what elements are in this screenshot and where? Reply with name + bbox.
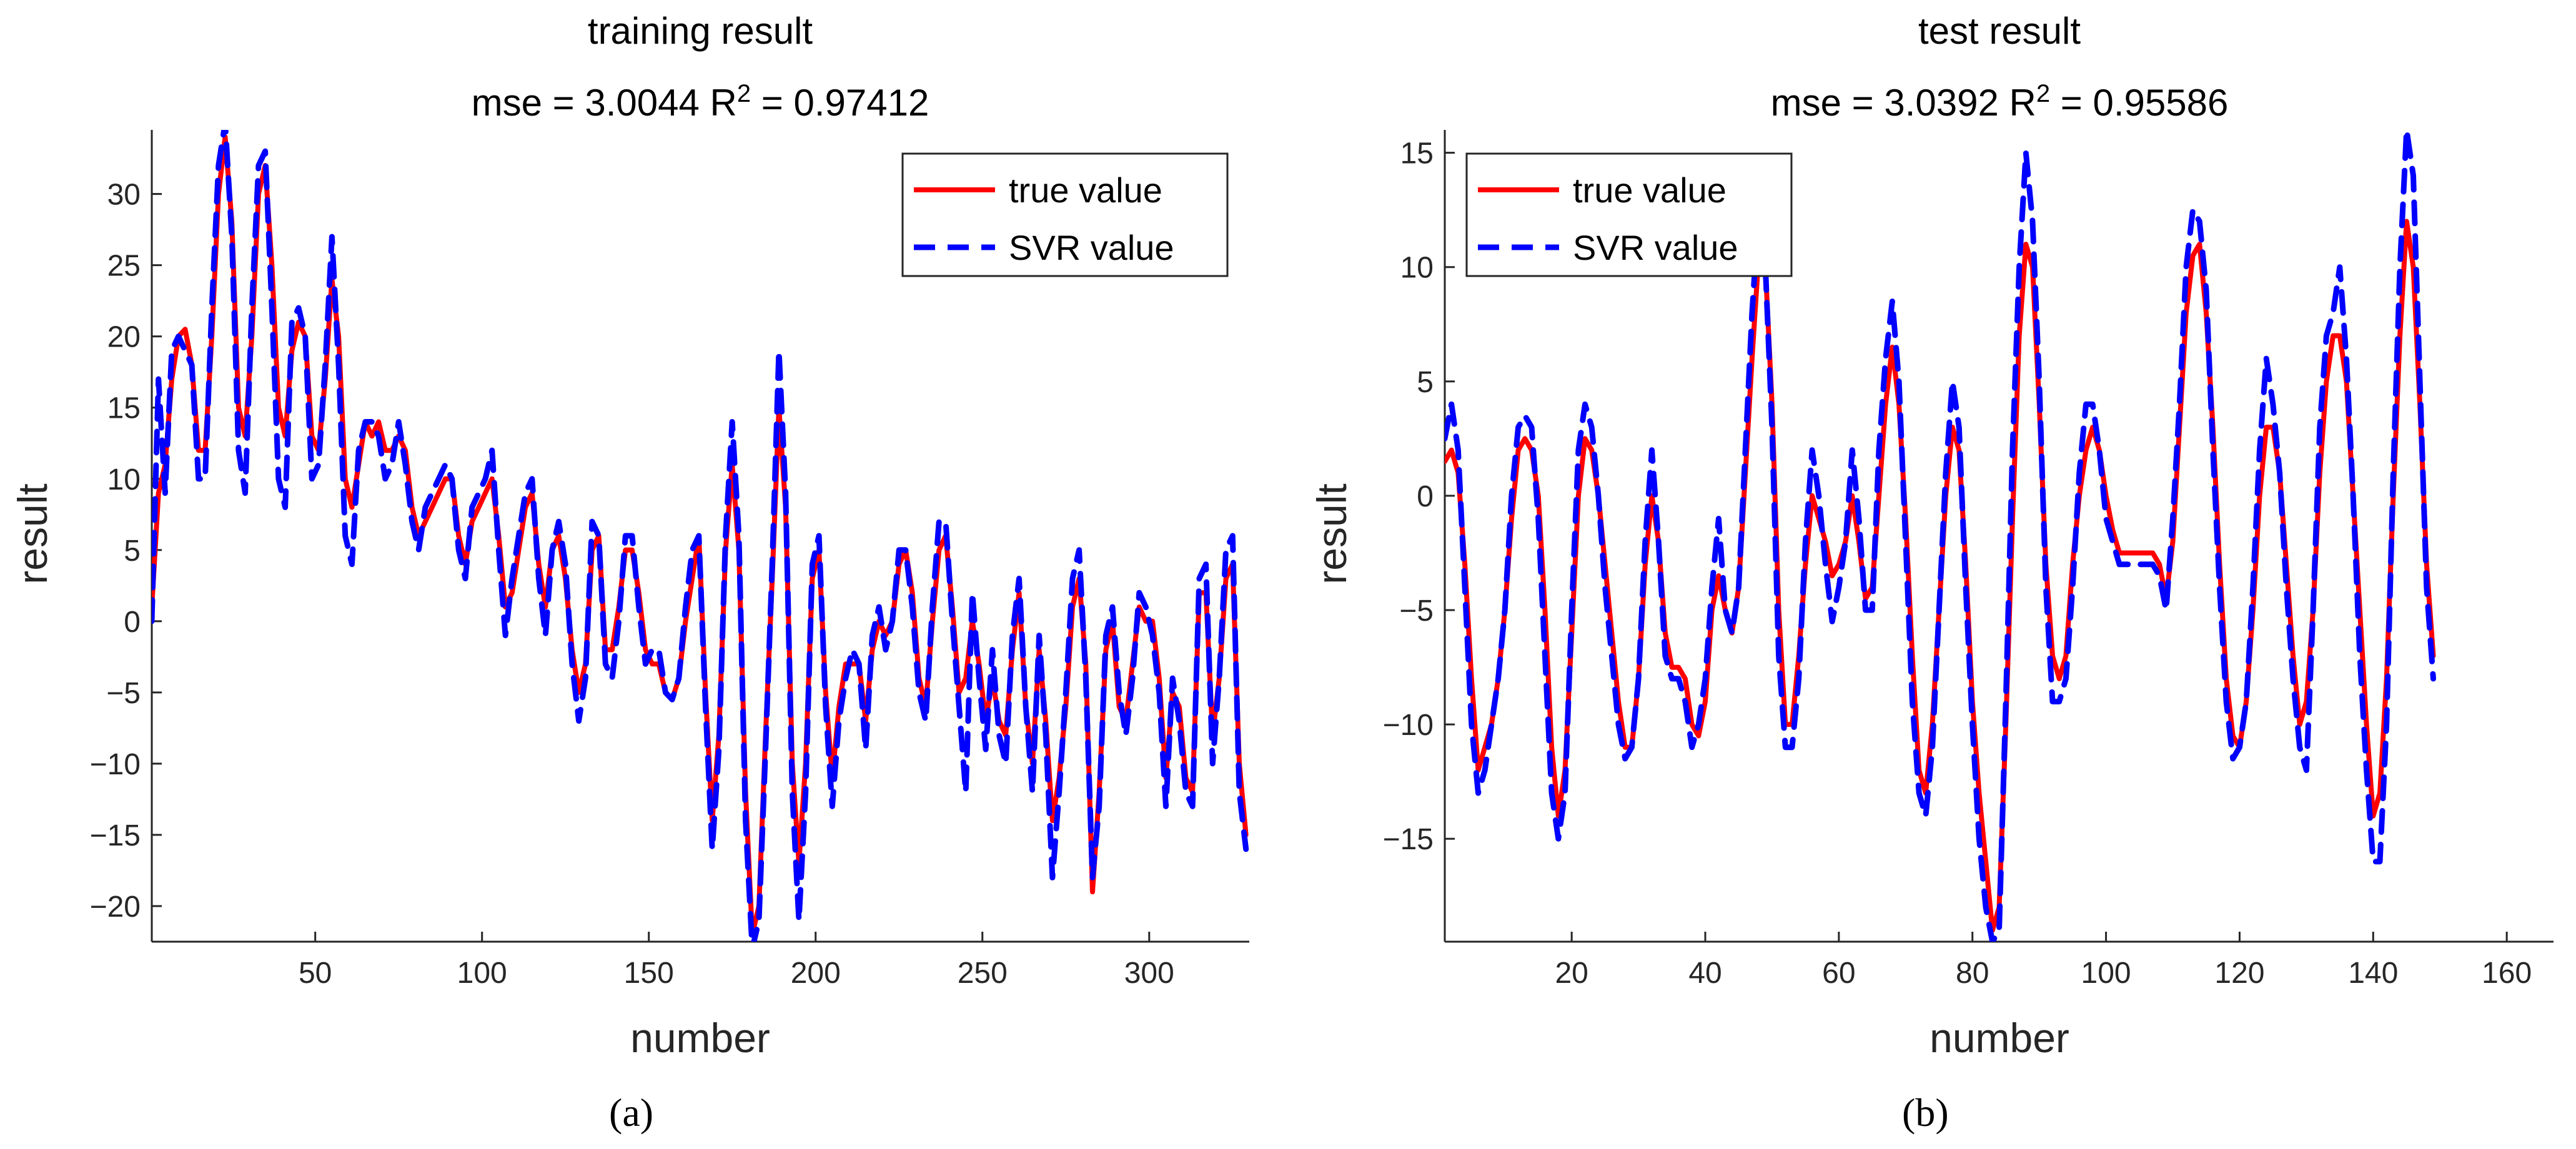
x-tick-label: 200 xyxy=(791,957,841,990)
subfigure-label-a: (a) xyxy=(609,1090,654,1135)
legend-label: true value xyxy=(1573,170,1726,210)
series-svr-value xyxy=(152,130,1249,942)
y-axis-label: result xyxy=(1309,483,1355,584)
y-tick-label: 0 xyxy=(1417,480,1434,513)
y-tick-label: 10 xyxy=(107,463,141,496)
x-tick-label: 160 xyxy=(2482,957,2532,990)
y-tick-label: 25 xyxy=(107,250,141,283)
chart-subtitle: mse = 3.0392 R2 = 0.95586 xyxy=(1771,80,2229,124)
x-tick-label: 100 xyxy=(2081,957,2131,990)
x-tick-label: 40 xyxy=(1688,957,1721,990)
legend-label: true value xyxy=(1009,170,1162,210)
y-tick-label: 15 xyxy=(107,392,141,425)
series-svr-value xyxy=(1445,130,2436,942)
legend-box xyxy=(1465,152,1793,277)
y-tick-label: −5 xyxy=(106,677,141,710)
y-tick-label: 5 xyxy=(1417,366,1434,399)
x-tick-label: 250 xyxy=(958,957,1008,990)
legend-label: SVR value xyxy=(1573,228,1738,267)
chart-training: training result mse = 3.0044 R2 = 0.9741… xyxy=(9,10,1249,1061)
x-tick-label: 20 xyxy=(1555,957,1588,990)
y-tick-label: −10 xyxy=(90,748,141,781)
axis-ticks: 20 40 60 80 100 120 140 160 −15 −10 −5 0 5 10 15 xyxy=(1383,137,2532,990)
x-tick-label: 140 xyxy=(2348,957,2398,990)
legend-box xyxy=(901,152,1229,277)
x-tick-label: 120 xyxy=(2214,957,2264,990)
y-tick-label: −20 xyxy=(90,890,141,924)
series-layer xyxy=(152,130,1249,942)
x-axis-label: number xyxy=(630,1015,770,1061)
y-tick-label: 0 xyxy=(124,606,141,639)
chart-title: training result xyxy=(588,10,813,52)
axis-ticks: 50 100 150 200 250 300 −20 −15 −10 −5 0 5 10 15 20 25 30 xyxy=(90,179,1174,990)
x-tick-label: 150 xyxy=(624,957,674,990)
y-tick-label: 5 xyxy=(124,535,141,568)
legend: true value SVR value xyxy=(1465,152,1793,277)
chart-title: test result xyxy=(1918,10,2081,52)
y-axis-label: result xyxy=(9,483,56,584)
x-tick-label: 100 xyxy=(457,957,507,990)
y-tick-label: 20 xyxy=(107,321,141,354)
x-tick-label: 80 xyxy=(1956,957,1989,990)
y-tick-label: −15 xyxy=(1383,823,1434,856)
chart-subtitle: mse = 3.0044 R2 = 0.97412 xyxy=(472,80,929,124)
legend-label: SVR value xyxy=(1009,228,1174,267)
legend: true value SVR value xyxy=(901,152,1229,277)
y-tick-label: −10 xyxy=(1383,709,1434,742)
subfigure-label-b: (b) xyxy=(1902,1090,1949,1135)
y-tick-label: −15 xyxy=(90,819,141,852)
y-tick-label: 30 xyxy=(107,179,141,212)
x-tick-label: 60 xyxy=(1822,957,1855,990)
x-axis-label: number xyxy=(1930,1015,2069,1061)
chart-test: test result mse = 3.0392 R2 = 0.95586 20… xyxy=(1309,10,2554,1061)
x-tick-label: 50 xyxy=(299,957,332,990)
y-tick-label: 10 xyxy=(1400,252,1434,285)
x-tick-label: 300 xyxy=(1124,957,1174,990)
y-tick-label: 15 xyxy=(1400,137,1434,170)
y-tick-label: −5 xyxy=(1399,594,1434,628)
series-layer xyxy=(1445,130,2436,942)
